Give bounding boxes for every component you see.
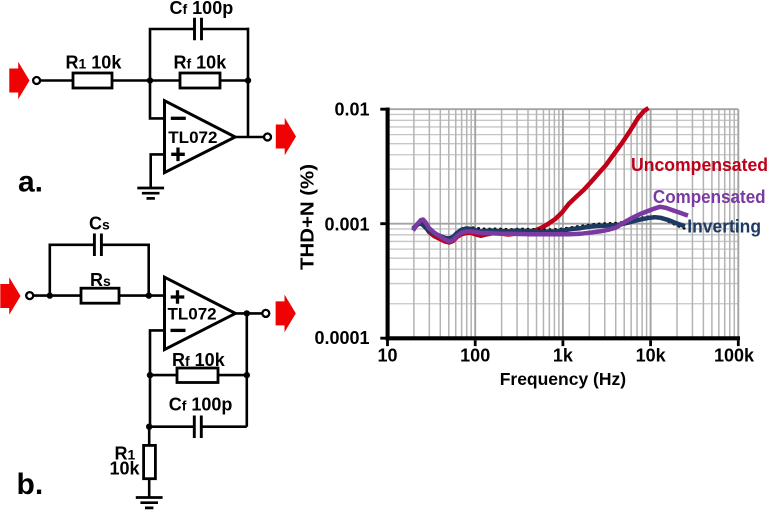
svg-text:Rf 10k: Rf 10k <box>172 350 226 370</box>
svg-text:100k: 100k <box>714 345 755 365</box>
svg-text:0.001: 0.001 <box>324 215 369 235</box>
svg-text:Frequency (Hz): Frequency (Hz) <box>500 369 626 389</box>
svg-text:Rf 10k: Rf 10k <box>174 52 228 72</box>
svg-text:R1: R1 <box>115 443 136 463</box>
svg-text:10k: 10k <box>110 459 141 479</box>
svg-text:Compensated: Compensated <box>653 187 766 207</box>
svg-text:Uncompensated: Uncompensated <box>631 155 768 175</box>
svg-text:TL072: TL072 <box>168 128 217 147</box>
svg-text:100: 100 <box>460 345 490 365</box>
svg-text:TL072: TL072 <box>168 305 217 324</box>
svg-text:Cs: Cs <box>89 214 110 234</box>
svg-text:Cf 100p: Cf 100p <box>169 395 233 415</box>
svg-text:a.: a. <box>18 166 43 199</box>
svg-text:1k: 1k <box>553 345 574 365</box>
svg-text:Rs: Rs <box>90 270 111 290</box>
svg-text:Cf 100p: Cf 100p <box>170 0 234 18</box>
svg-text:Inverting: Inverting <box>687 217 761 237</box>
svg-text:0.0001: 0.0001 <box>314 328 369 348</box>
svg-text:R1 10k: R1 10k <box>66 53 123 73</box>
svg-text:0.01: 0.01 <box>334 100 369 120</box>
svg-text:THD+N (%): THD+N (%) <box>298 164 318 270</box>
svg-text:10k: 10k <box>636 345 667 365</box>
svg-text:b.: b. <box>17 468 44 501</box>
svg-text:10: 10 <box>377 345 397 365</box>
